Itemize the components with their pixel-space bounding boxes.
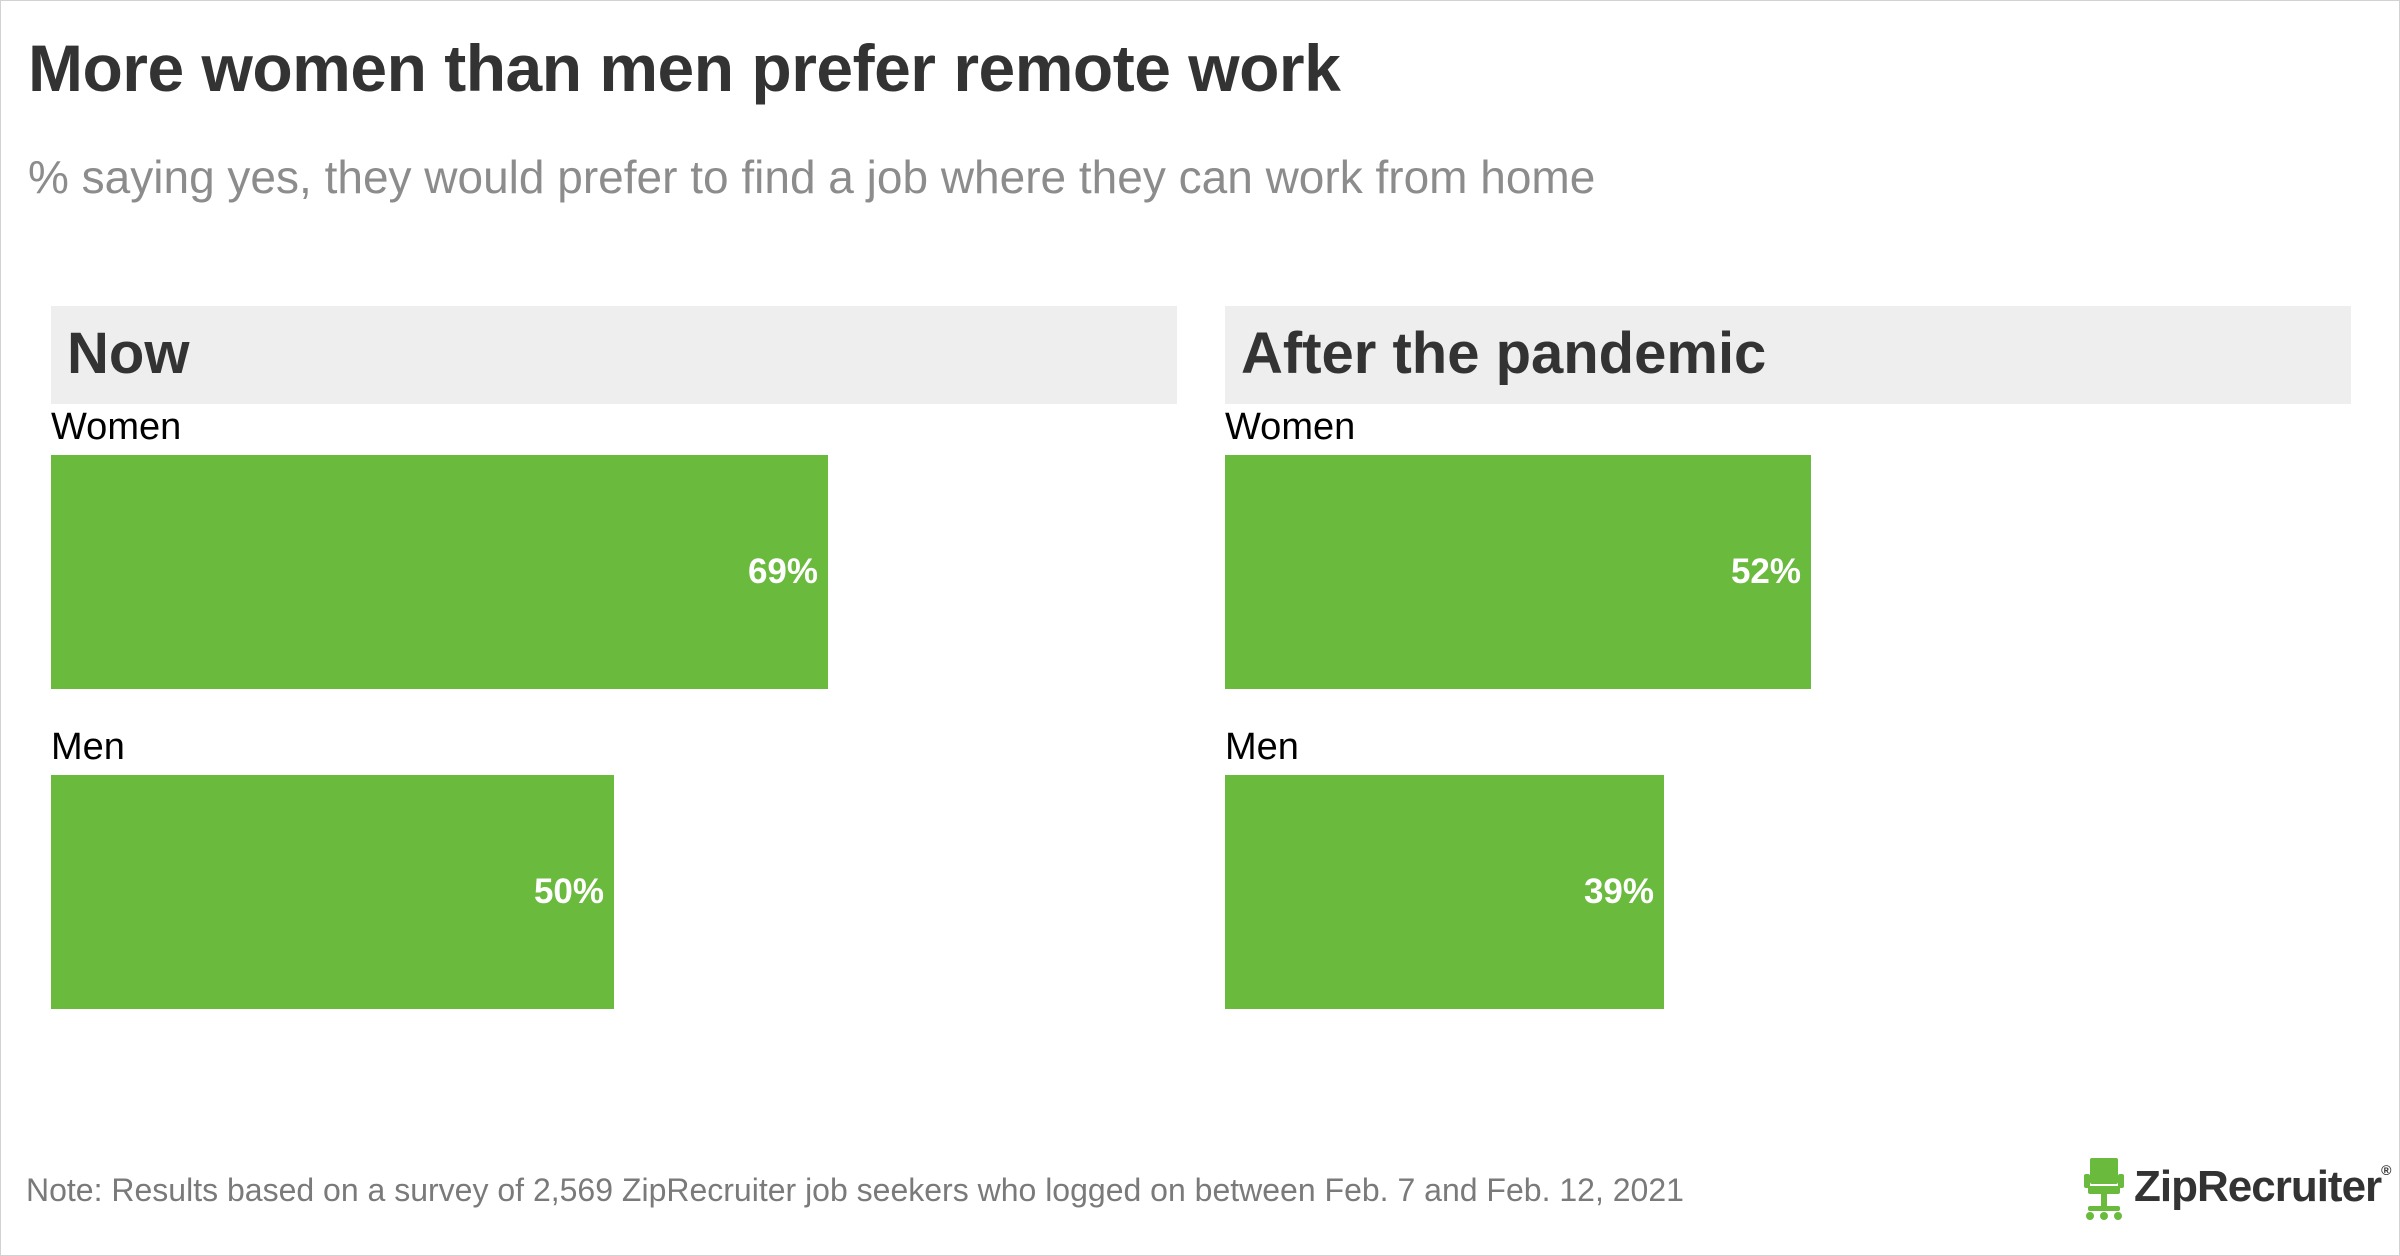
category-label: Women <box>1225 406 1356 448</box>
panel-after-pandemic: After the pandemic Women 52% Men 39% <box>1225 306 2351 1026</box>
chart-subtitle: % saying yes, they would prefer to find … <box>28 151 1596 203</box>
panel-title: After the pandemic <box>1241 321 1767 386</box>
footnote: Note: Results based on a survey of 2,569… <box>26 1172 1684 1208</box>
panel-header: Now <box>51 306 1177 404</box>
bar-value-label: 52% <box>1730 552 1801 591</box>
chart-title: More women than men prefer remote work <box>28 31 1341 105</box>
chair-icon <box>2084 1158 2124 1220</box>
bar: 69% <box>51 455 828 689</box>
bar: 39% <box>1225 775 1664 1009</box>
category-label: Women <box>51 406 182 448</box>
panel-now: Now Women 69% Men 50% <box>51 306 1177 1026</box>
bar: 50% <box>51 775 614 1009</box>
panel-header: After the pandemic <box>1225 306 2351 404</box>
bar-value-label: 50% <box>533 872 604 911</box>
bar-value-label: 69% <box>747 552 818 591</box>
bar: 52% <box>1225 455 1811 689</box>
ziprecruiter-logo: ZipRecruiter® <box>2078 1154 2392 1224</box>
category-label: Men <box>1225 726 1299 768</box>
bar-value-label: 39% <box>1583 872 1654 911</box>
panel-title: Now <box>67 321 190 386</box>
logo-wordmark: ZipRecruiter® <box>2134 1162 2392 1211</box>
category-label: Men <box>51 726 125 768</box>
